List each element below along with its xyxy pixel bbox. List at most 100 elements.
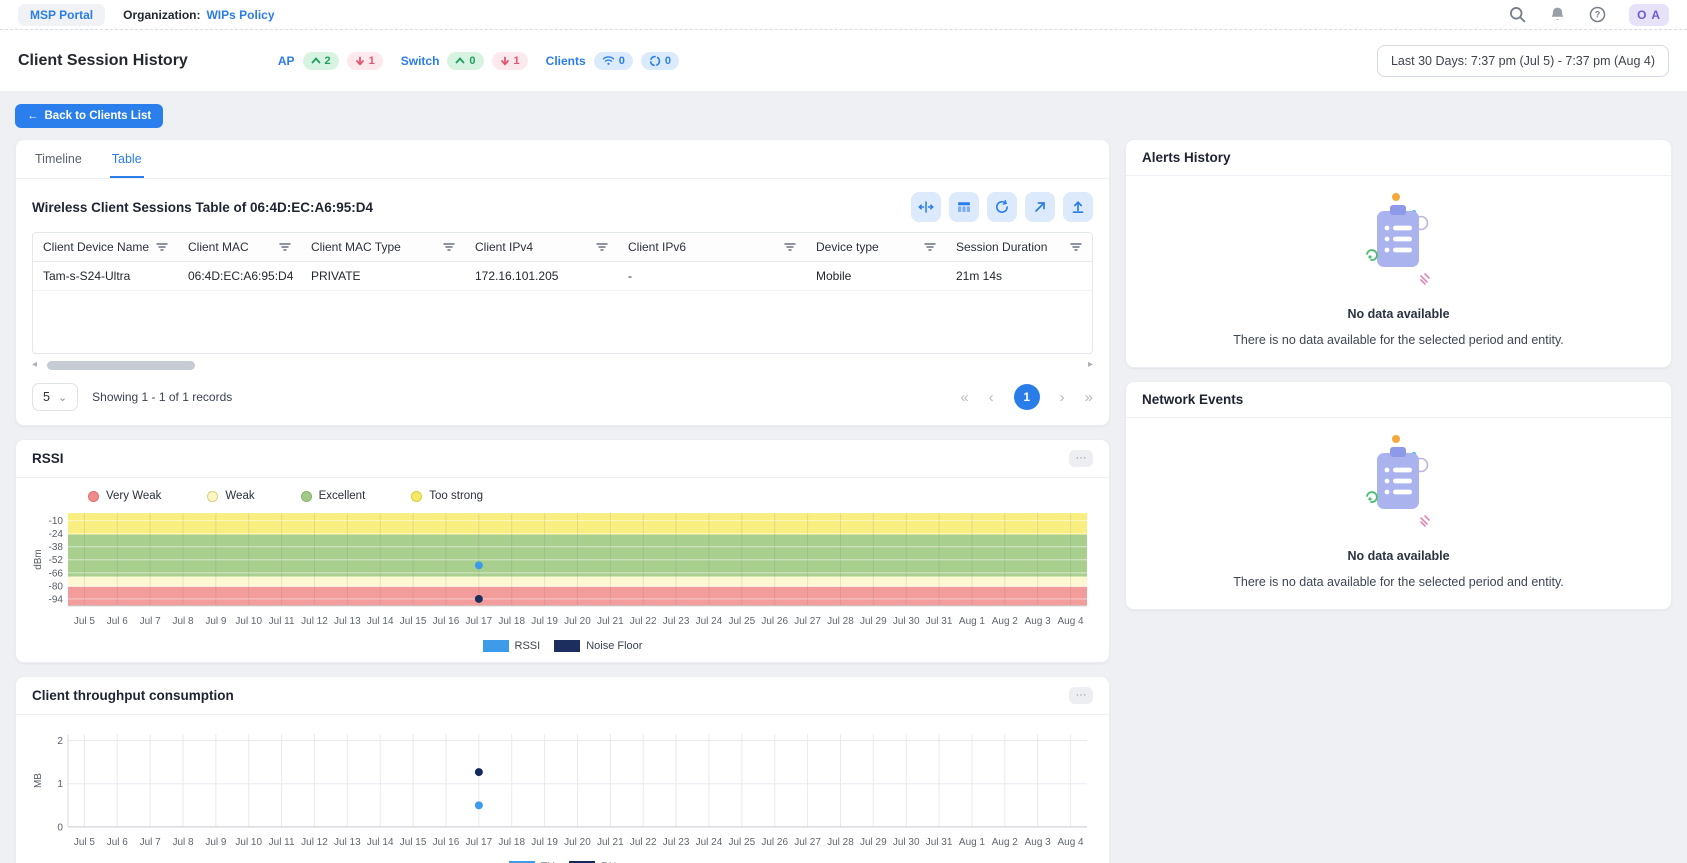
entity-stats: AP 2 1 Switch 0 1 Clients 0 0 [278,52,679,70]
switch-up-badge[interactable]: 0 [447,52,483,70]
svg-text:Aug 3: Aug 3 [1025,837,1052,848]
svg-text:Jul 24: Jul 24 [696,616,723,627]
refresh-icon [994,199,1010,215]
clients-wifi-badge[interactable]: 0 [594,52,633,70]
back-to-clients-button[interactable]: ← Back to Clients List [15,104,163,128]
organization-value-link[interactable]: WIPs Policy [206,8,274,22]
notifications-bell-icon[interactable] [1549,6,1567,24]
table-cell: 06:4D:EC:A6:95:D4 [178,262,301,290]
svg-text:Jul 30: Jul 30 [893,616,920,627]
throughput-chart-title: Client throughput consumption [32,688,234,703]
scrollbar-thumb[interactable] [47,361,195,370]
svg-text:Jul 26: Jul 26 [761,616,788,627]
svg-text:Jul 16: Jul 16 [433,616,460,627]
throughput-menu-icon[interactable]: ··· [1069,687,1093,704]
filter-icon[interactable] [596,242,608,252]
date-range-picker[interactable]: Last 30 Days: 7:37 pm (Jul 5) - 7:37 pm … [1377,45,1669,77]
column-header[interactable]: Client MAC [178,233,301,261]
svg-text:Jul 26: Jul 26 [761,837,788,848]
band-legend-dot [411,491,422,502]
switch-down-badge[interactable]: 1 [492,52,528,70]
scrollbar-track[interactable] [41,361,1084,370]
svg-text:Jul 5: Jul 5 [74,616,96,627]
view-tabs: Timeline Table [16,140,1109,179]
legend-item-rssi[interactable]: RSSI [483,640,541,652]
filter-icon[interactable] [156,242,168,252]
no-data-message: There is no data available for the selec… [1233,333,1564,347]
horizontal-scrollbar[interactable]: ◂ ▸ [32,358,1093,372]
data-point-tx[interactable] [475,801,483,809]
legend-item-noise-floor[interactable]: Noise Floor [554,640,642,652]
svg-text:Jul 28: Jul 28 [827,616,854,627]
prev-page-button[interactable]: ‹ [989,389,994,406]
ap-down-badge[interactable]: 1 [347,52,383,70]
switch-label: Switch [401,54,440,68]
filter-icon[interactable] [1070,242,1082,252]
table-row[interactable]: Tam-s-S24-Ultra06:4D:EC:A6:95:D4PRIVATE1… [33,262,1092,291]
svg-text:Aug 4: Aug 4 [1058,837,1085,848]
organization-label: Organization: [123,8,200,22]
first-page-button[interactable]: « [960,389,968,406]
refresh-button[interactable] [987,192,1017,222]
svg-text:MB: MB [33,773,44,788]
filter-icon[interactable] [443,242,455,252]
column-header[interactable]: Client MAC Type [301,233,465,261]
clients-mesh-badge[interactable]: 0 [641,52,679,70]
filter-icon[interactable] [279,242,291,252]
data-point-rx[interactable] [475,768,483,776]
svg-text:Jul 18: Jul 18 [498,616,525,627]
page-size-select[interactable]: 5 ⌄ [32,383,78,411]
back-arrow-icon: ← [27,110,39,122]
svg-text:Jul 18: Jul 18 [498,837,525,848]
help-icon[interactable]: ? [1589,6,1607,24]
column-resize-icon [918,199,934,215]
svg-text:Jul 8: Jul 8 [172,837,194,848]
svg-text:Jul 31: Jul 31 [926,616,953,627]
tab-timeline[interactable]: Timeline [33,140,84,178]
svg-text:Jul 19: Jul 19 [531,616,558,627]
svg-text:Jul 23: Jul 23 [663,616,690,627]
data-point-rssi[interactable] [475,561,483,569]
alerts-history-title: Alerts History [1142,150,1231,165]
next-page-button[interactable]: › [1060,389,1065,406]
brand-msp-portal[interactable]: MSP Portal [18,4,105,26]
clients-label: Clients [546,54,586,68]
column-header[interactable]: Device type [806,233,946,261]
alerts-history-card: Alerts History No data available There i… [1125,139,1672,368]
filter-icon[interactable] [784,242,796,252]
svg-text:Jul 15: Jul 15 [400,837,427,848]
columns-button[interactable] [949,192,979,222]
current-page-button[interactable]: 1 [1014,384,1040,410]
column-header[interactable]: Session Duration [946,233,1092,261]
band-legend-dot [301,491,312,502]
scroll-right-icon[interactable]: ▸ [1088,360,1093,370]
svg-text:-94: -94 [49,594,64,605]
svg-text:Jul 23: Jul 23 [663,837,690,848]
svg-text:Jul 28: Jul 28 [827,837,854,848]
filter-icon[interactable] [924,242,936,252]
open-expand-button[interactable] [1025,192,1055,222]
svg-text:Jul 6: Jul 6 [107,616,129,627]
data-point-noise-floor[interactable] [475,595,483,603]
svg-text:Jul 13: Jul 13 [334,616,361,627]
column-header[interactable]: Client Device Name [33,233,178,261]
band-legend-dot [88,491,99,502]
column-header[interactable]: Client IPv4 [465,233,618,261]
avatar[interactable]: O A [1629,4,1669,26]
ap-up-badge[interactable]: 2 [303,52,339,70]
svg-text:Jul 16: Jul 16 [433,837,460,848]
column-header[interactable]: Client IPv6 [618,233,806,261]
last-page-button[interactable]: » [1085,389,1093,406]
column-resize-button[interactable] [911,192,941,222]
top-bar: MSP Portal Organization: WIPs Policy ? O… [0,0,1687,29]
rssi-menu-icon[interactable]: ··· [1069,450,1093,467]
search-icon[interactable] [1509,6,1527,24]
scroll-left-icon[interactable]: ◂ [32,360,37,370]
svg-text:Jul 31: Jul 31 [926,837,953,848]
svg-text:2: 2 [57,736,63,747]
svg-text:Jul 29: Jul 29 [860,616,887,627]
arrow-up-right-icon [1032,199,1048,215]
export-upload-button[interactable] [1063,192,1093,222]
tab-table[interactable]: Table [110,140,144,178]
wifi-icon [602,55,615,66]
